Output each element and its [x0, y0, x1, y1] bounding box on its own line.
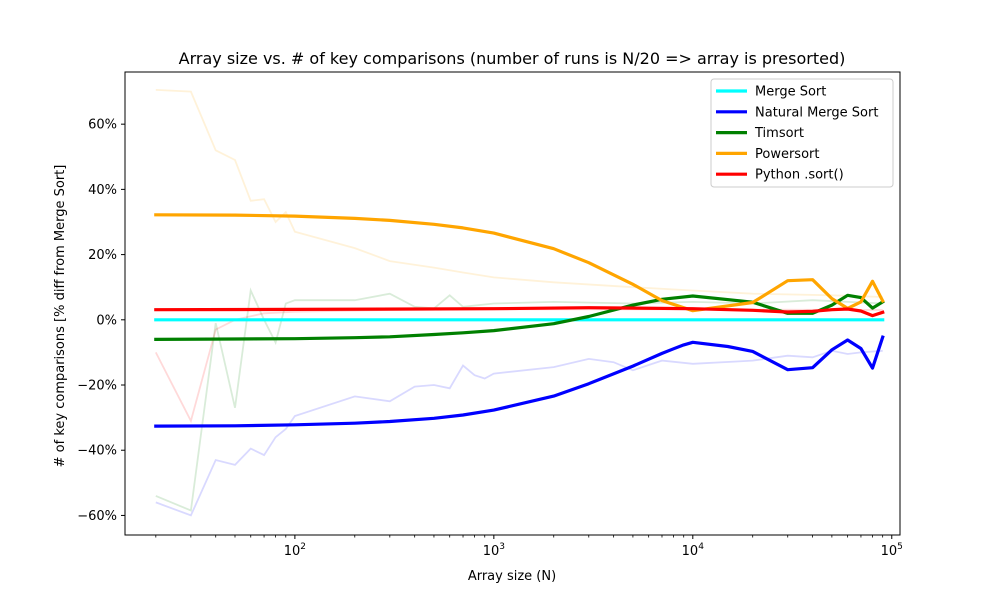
y-tick-label: −60%: [77, 509, 117, 524]
legend-box: [710, 78, 894, 188]
axes-frame: [124, 71, 901, 536]
x-axis-label: Array size (N): [468, 569, 556, 584]
legend-label: Python .sort(): [755, 168, 844, 183]
legend-label: Timsort: [754, 126, 804, 141]
legend: Merge Sort Natural Merge Sort Timsort Power…: [710, 78, 894, 188]
y-tick-label: 0%: [96, 313, 117, 328]
background-line-0: [155, 89, 883, 298]
y-tick-label: 20%: [88, 248, 117, 263]
background-line-1: [155, 349, 883, 517]
background-line-2: [155, 287, 883, 512]
plot-area: 102 103 104 105−60%−40%−20%0%20%40%60%: [77, 71, 903, 559]
chart-title: Array size vs. # of key comparisons (num…: [179, 49, 846, 68]
legend-label: Powersort: [755, 147, 819, 162]
series-line-natural-merge-sort: [154, 335, 885, 428]
series-line-powersort: [154, 213, 885, 313]
y-tick-label: −20%: [77, 379, 117, 394]
legend-label: Merge Sort: [755, 85, 826, 100]
series-line-timsort: [154, 293, 885, 342]
y-tick-label: −40%: [77, 444, 117, 459]
series-line-python-sort: [154, 306, 885, 318]
legend-label: Natural Merge Sort: [755, 105, 878, 120]
background-line-3: [154, 308, 883, 424]
y-axis-label: # of key comparisons [% diff from Merge …: [53, 165, 68, 468]
y-tick-label: 40%: [88, 183, 117, 198]
y-tick-label: 60%: [88, 118, 117, 133]
